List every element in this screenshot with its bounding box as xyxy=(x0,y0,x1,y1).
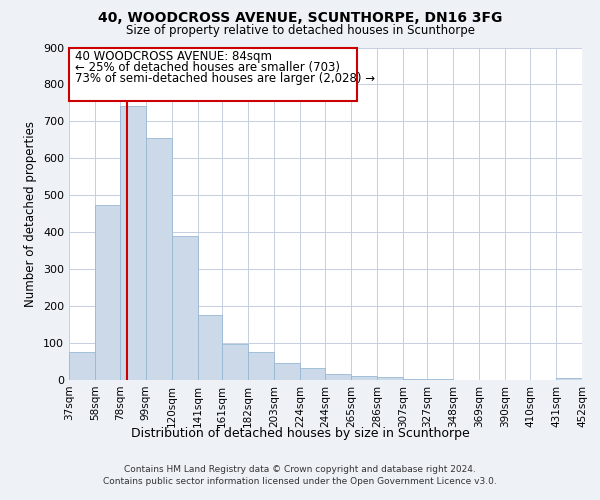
Text: Size of property relative to detached houses in Scunthorpe: Size of property relative to detached ho… xyxy=(125,24,475,37)
Bar xyxy=(222,344,248,380)
Bar xyxy=(69,352,95,380)
Text: Contains public sector information licensed under the Open Government Licence v3: Contains public sector information licen… xyxy=(103,477,497,486)
Text: ← 25% of detached houses are smaller (703): ← 25% of detached houses are smaller (70… xyxy=(75,61,340,74)
Text: 73% of semi-detached houses are larger (2,028) →: 73% of semi-detached houses are larger (… xyxy=(75,72,376,85)
Text: 40, WOODCROSS AVENUE, SCUNTHORPE, DN16 3FG: 40, WOODCROSS AVENUE, SCUNTHORPE, DN16 3… xyxy=(98,11,502,25)
Bar xyxy=(300,368,325,380)
Text: Contains HM Land Registry data © Crown copyright and database right 2024.: Contains HM Land Registry data © Crown c… xyxy=(124,465,476,474)
Bar xyxy=(351,376,377,380)
Bar xyxy=(556,378,582,380)
FancyBboxPatch shape xyxy=(69,48,357,101)
Bar xyxy=(325,374,351,380)
Bar xyxy=(172,236,197,380)
Bar xyxy=(119,106,146,380)
Bar xyxy=(197,316,222,380)
Text: 40 WOODCROSS AVENUE: 84sqm: 40 WOODCROSS AVENUE: 84sqm xyxy=(75,50,272,64)
Bar xyxy=(377,378,403,380)
Text: Distribution of detached houses by size in Scunthorpe: Distribution of detached houses by size … xyxy=(131,428,469,440)
Bar xyxy=(248,352,274,380)
Y-axis label: Number of detached properties: Number of detached properties xyxy=(25,120,37,306)
Bar xyxy=(274,362,300,380)
Bar xyxy=(403,379,427,380)
Bar xyxy=(146,138,172,380)
Bar xyxy=(95,204,119,380)
